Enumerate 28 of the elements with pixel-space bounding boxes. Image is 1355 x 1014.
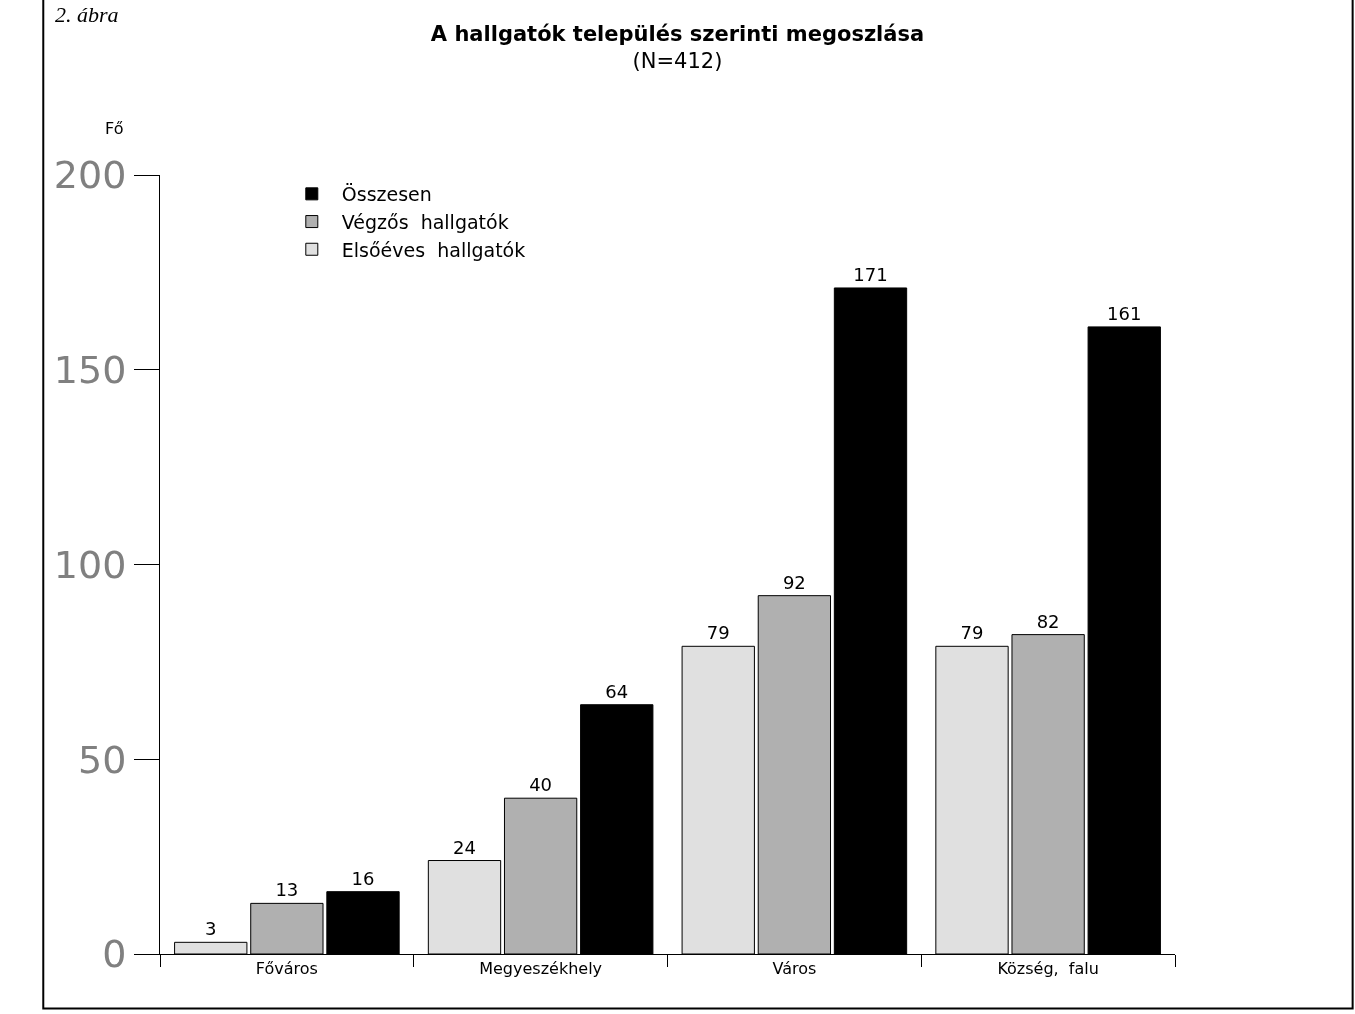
- y-tick-label: 0: [102, 932, 127, 977]
- x-tick-label: Város: [772, 959, 817, 979]
- y-tick-label: 100: [53, 542, 127, 587]
- data-label: 171: [853, 263, 888, 285]
- legend-label: Végzős hallgatók: [341, 210, 509, 233]
- x-tick-label: Főváros: [255, 959, 318, 979]
- data-label: 64: [605, 680, 629, 702]
- y-tick-label: 50: [78, 737, 127, 782]
- y-tick-label: 200: [53, 153, 127, 198]
- chart-subtitle: (N=412): [632, 48, 723, 73]
- text: 2. ábra: [55, 2, 119, 27]
- y-tick-label: 150: [53, 348, 127, 393]
- data-label: 24: [453, 836, 476, 858]
- x-tick-label: Megyeszékhely: [479, 959, 603, 979]
- y-axis-title: Fő: [105, 119, 124, 138]
- data-label: 13: [275, 879, 299, 901]
- data-label: 92: [782, 571, 806, 593]
- data-label: 82: [1036, 610, 1060, 632]
- data-label: 161: [1107, 302, 1142, 324]
- data-label: 79: [706, 622, 730, 644]
- data-label: 16: [351, 867, 375, 889]
- chart-title: A hallgatók település szerinti megoszlása: [430, 21, 925, 46]
- data-label: 3: [205, 918, 217, 940]
- data-label: 79: [960, 622, 984, 644]
- data-label: 40: [529, 774, 553, 796]
- legend-label: Összesen: [341, 183, 432, 206]
- legend-label: Elsőéves hallgatók: [341, 238, 526, 261]
- x-tick-label: Község, falu: [997, 959, 1099, 979]
